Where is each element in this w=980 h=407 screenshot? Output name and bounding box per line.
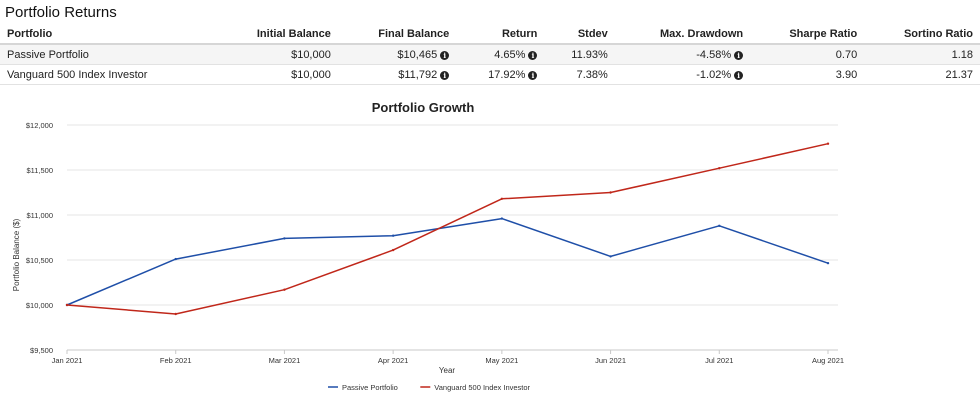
data-point xyxy=(391,234,395,237)
x-axis-label: Year xyxy=(439,366,456,375)
x-tick-label: Jul 2021 xyxy=(705,356,733,365)
cell-initial-balance: $10,000 xyxy=(215,44,338,65)
cell-return: 4.65% i xyxy=(456,44,545,65)
chart-svg: Portfolio Growth $9,500 $10,000 $10,500 $11… xyxy=(12,100,844,392)
chart-title: Portfolio Growth xyxy=(372,100,475,115)
y-tick-label: $11,000 xyxy=(26,211,53,220)
cell-initial-balance: $10,000 xyxy=(215,64,338,85)
col-header-portfolio[interactable]: Portfolio xyxy=(0,25,216,45)
cell-max-drawdown-value: -4.58% xyxy=(696,48,732,61)
y-tick-label: $9,500 xyxy=(30,346,53,355)
portfolio-growth-chart: Portfolio Growth $9,500 $10,000 $10,500 $11… xyxy=(0,95,980,402)
cell-final-balance: $11,792 i xyxy=(337,64,457,85)
legend-label: Vanguard 500 Index Investor xyxy=(434,383,530,392)
x-tick-label: Aug 2021 xyxy=(812,356,844,365)
data-point xyxy=(826,142,830,145)
cell-max-drawdown-value: -1.02% xyxy=(696,68,732,81)
x-tick-label: May 2021 xyxy=(485,356,518,365)
chart-legend: Passive Portfolio Vanguard 500 Index Inve… xyxy=(328,383,531,392)
cell-portfolio-name: Passive Portfolio xyxy=(0,44,216,65)
x-tick-label: Mar 2021 xyxy=(269,356,301,365)
series-line-1 xyxy=(66,217,829,306)
col-header-stdev[interactable]: Stdev xyxy=(544,25,615,45)
col-header-final-balance[interactable]: Final Balance xyxy=(337,25,457,45)
info-circle-icon[interactable]: i xyxy=(528,50,538,60)
col-header-return[interactable]: Return xyxy=(456,25,545,45)
data-point xyxy=(609,255,612,258)
y-tick-label: $11,500 xyxy=(26,166,53,175)
info-circle-icon[interactable]: i xyxy=(440,70,450,80)
data-point xyxy=(283,237,286,240)
table-header-row: Portfolio Initial Balance Final Balance … xyxy=(0,25,980,45)
x-tick-label: Apr 2021 xyxy=(378,356,408,365)
cell-stdev: 11.93% xyxy=(544,44,615,65)
series-layer xyxy=(65,142,830,316)
cell-final-balance-value: $11,792 xyxy=(398,68,438,81)
cell-return: 17.92% i xyxy=(456,64,545,85)
y-axis-label: Portfolio Balance ($) xyxy=(12,218,21,291)
grid-layer xyxy=(67,124,838,351)
x-tick-label: Jan 2021 xyxy=(52,356,83,365)
cell-sharpe-ratio: 0.70 xyxy=(750,44,865,65)
x-axis-ticks: Jan 2021 Feb 2021 Mar 2021 Apr 2021 May 2021… xyxy=(52,350,844,365)
legend-label: Passive Portfolio xyxy=(342,383,398,392)
cell-return-value: 17.92% xyxy=(488,68,526,81)
series-line-2 xyxy=(66,142,829,315)
data-point xyxy=(500,217,504,220)
cell-sortino-ratio: 21.37 xyxy=(864,64,980,85)
info-circle-icon[interactable]: i xyxy=(440,50,450,60)
cell-sharpe-ratio: 3.90 xyxy=(750,64,865,85)
info-circle-icon[interactable]: i xyxy=(528,70,538,80)
y-tick-label: $12,000 xyxy=(26,121,53,130)
data-point xyxy=(718,224,721,227)
cell-stdev: 7.38% xyxy=(544,64,615,85)
y-axis-ticks: $9,500 $10,000 $10,500 $11,000 $11,500 $12,00… xyxy=(26,121,53,355)
data-point xyxy=(65,303,69,307)
x-tick-label: Jun 2021 xyxy=(595,356,626,365)
cell-sortino-ratio: 1.18 xyxy=(864,44,980,65)
col-header-initial-balance[interactable]: Initial Balance xyxy=(215,25,338,45)
col-header-max-drawdown[interactable]: Max. Drawdown xyxy=(614,25,751,45)
data-point xyxy=(609,191,612,194)
info-circle-icon[interactable]: i xyxy=(734,50,744,60)
info-circle-icon[interactable]: i xyxy=(734,70,744,80)
y-tick-label: $10,500 xyxy=(26,256,53,265)
col-header-sortino-ratio[interactable]: Sortino Ratio xyxy=(864,25,980,45)
table-row: Passive Portfolio $10,000 $10,465 i 4.65%… xyxy=(0,44,980,65)
cell-max-drawdown: -4.58% i xyxy=(614,44,751,65)
cell-return-value: 4.65% xyxy=(494,48,526,61)
data-point xyxy=(174,312,177,316)
page-title: Portfolio Returns xyxy=(5,4,117,21)
data-point xyxy=(174,257,177,261)
data-point xyxy=(391,248,395,252)
returns-table: Portfolio Initial Balance Final Balance … xyxy=(0,25,980,85)
data-point xyxy=(500,197,504,200)
data-point xyxy=(826,261,830,265)
cell-final-balance-value: $10,465 xyxy=(397,48,438,61)
cell-max-drawdown: -1.02% i xyxy=(614,64,751,85)
table-row: Vanguard 500 Index Investor $10,000 $11,… xyxy=(0,64,980,85)
col-header-sharpe-ratio[interactable]: Sharpe Ratio xyxy=(750,25,865,45)
cell-portfolio-name: Vanguard 500 Index Investor xyxy=(0,64,216,85)
data-point xyxy=(283,288,286,291)
cell-final-balance: $10,465 i xyxy=(337,44,457,65)
data-point xyxy=(718,167,721,170)
y-tick-label: $10,000 xyxy=(26,301,53,310)
x-tick-label: Feb 2021 xyxy=(160,356,192,365)
